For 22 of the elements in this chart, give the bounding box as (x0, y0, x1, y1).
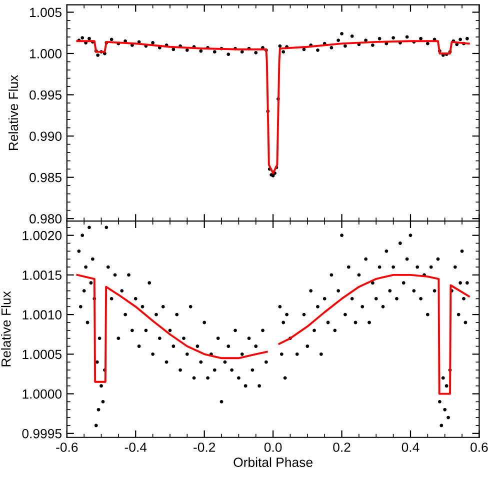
y-tick-label: 0.995 (30, 90, 62, 100)
y-tick-label: 1.0020 (22, 230, 62, 240)
y-tick-label: 0.985 (30, 172, 62, 182)
y-tick-label: 1.0005 (22, 350, 62, 360)
y-tick-label: 1.0010 (22, 310, 62, 320)
y-tick-label: 0.990 (30, 132, 62, 141)
x-tick-label: 0.0 (264, 442, 282, 452)
y-axis-title: Relative Flux (8, 74, 18, 150)
y-tick-label: 0.9995 (22, 428, 62, 438)
x-tick-label: 0.2 (333, 442, 350, 452)
x-tick-label: -0.6 (56, 442, 78, 452)
y-tick-label: 1.000 (30, 49, 62, 58)
y-axis-title: Relative Flux (1, 291, 11, 366)
y-tick-label: 1.005 (30, 8, 62, 18)
y-tick-label: 1.0000 (22, 389, 62, 399)
x-tick-label: -0.2 (194, 442, 216, 452)
x-tick-label: 0.6 (470, 442, 488, 452)
x-tick-label: 0.4 (402, 442, 420, 452)
x-axis-title: Orbital Phase (234, 457, 312, 467)
x-tick-label: -0.4 (124, 442, 147, 452)
y-tick-label: 0.980 (30, 214, 62, 224)
y-tick-label: 1.0015 (22, 270, 62, 280)
